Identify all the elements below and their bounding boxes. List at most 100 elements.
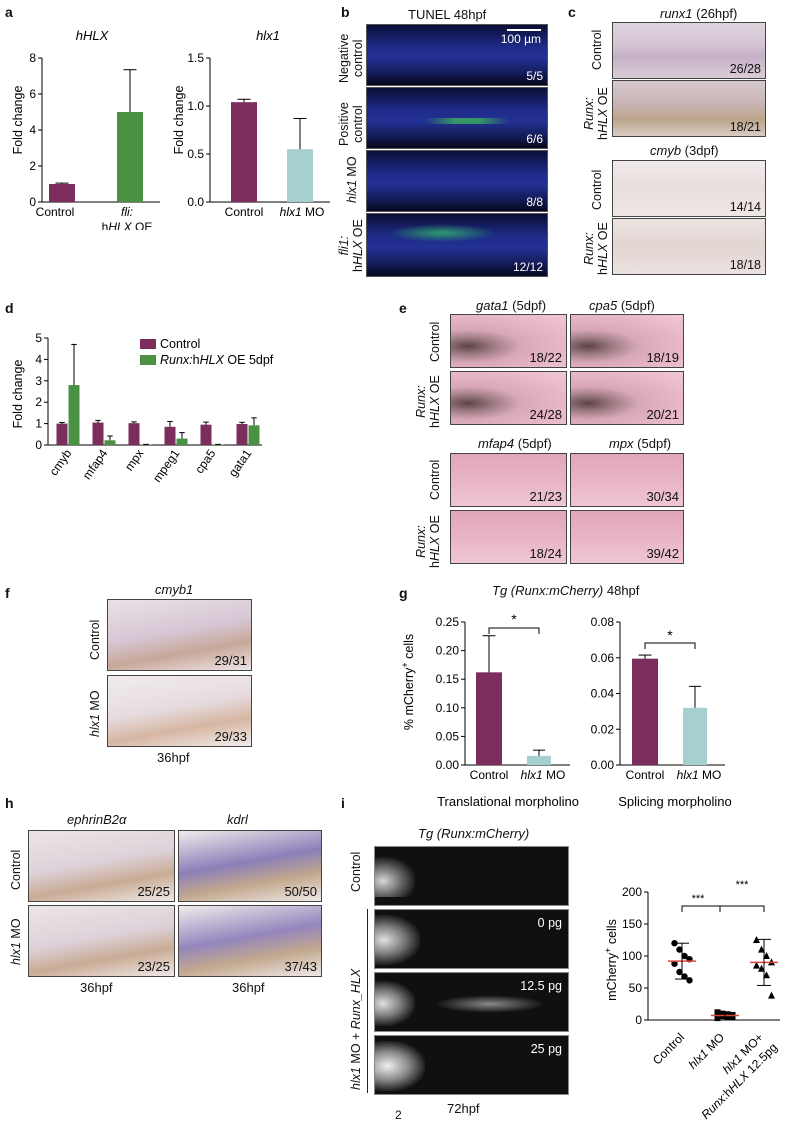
chart-g-left-x1: Control xyxy=(470,768,509,782)
chart-g-caption-left: Translational morpholino xyxy=(437,794,579,809)
panel-h-footer-1: 36hpf xyxy=(80,980,113,995)
chart-g-right-bar xyxy=(683,707,707,765)
panel-h-header-ephrin: ephrinB2α xyxy=(67,812,127,827)
ish-image-mpx-oe: 39/42 xyxy=(570,510,684,564)
chart-d-bar xyxy=(56,423,68,445)
chart-g-right-y-tick-label: 0.00 xyxy=(591,758,615,772)
row-label-hlx1-mo: hlx1 MO xyxy=(345,156,359,203)
chart-i-point xyxy=(758,945,765,953)
count-label: 25/25 xyxy=(137,884,170,899)
chart-i-point xyxy=(676,968,683,976)
row-label-control: Control xyxy=(590,29,604,70)
chart-g-left-x2: hlx1 MO xyxy=(521,768,566,782)
panel-letter-a: a xyxy=(5,4,13,20)
panel-e-header-cpa5: cpa5 (5dpf) xyxy=(589,298,655,313)
chart-g-ylabel: % mCherry+ cells xyxy=(400,634,416,730)
row-label-control: Control xyxy=(88,619,102,660)
chart-i-point xyxy=(714,1015,721,1022)
panel-letter-h: h xyxy=(5,795,14,811)
chart-a-right-title: hlx1 xyxy=(256,28,280,43)
chart-i-point xyxy=(753,936,760,943)
significance-bracket xyxy=(644,642,696,649)
microscopy-image-12-5pg: 12.5 pg xyxy=(374,972,569,1032)
chart-a-left-y-tick-label: 4 xyxy=(29,123,36,137)
row-label-positive: Positive control xyxy=(337,102,365,146)
panel-letter-f: f xyxy=(5,585,10,601)
count-label: 18/18 xyxy=(729,258,761,272)
dose-label: 12.5 pg xyxy=(520,979,562,993)
chart-d-bar xyxy=(104,440,116,445)
row-label-control: Control xyxy=(9,849,23,890)
chart-a-right-y-tick-label: 1.0 xyxy=(187,99,204,113)
count-label: 37/43 xyxy=(284,959,317,974)
chart-g-left-y-tick-label: 0.15 xyxy=(436,672,460,686)
chart-i-point xyxy=(763,971,770,979)
tunel-image-hlx1-mo: 8/8 xyxy=(366,150,548,212)
dose-label: 0 pg xyxy=(537,916,562,930)
panel-letter-e: e xyxy=(399,300,407,316)
chart-a-left-title: hHLX xyxy=(76,28,110,43)
chart-g-left-bar xyxy=(476,672,502,765)
chart-a-left-xlabel-2b: hHLX OE xyxy=(102,220,153,230)
chart-a-right-y-tick-label: 1.5 xyxy=(187,51,204,65)
chart-i-point xyxy=(724,1013,731,1020)
row-label-control: Control xyxy=(590,169,604,210)
chart-i-point xyxy=(676,946,683,953)
chart-g-left-bar xyxy=(527,755,551,765)
chart-d-bar xyxy=(236,424,248,445)
chart-a-left-y-tick-label: 2 xyxy=(29,159,36,173)
row-label-runx-oe: Runx: hHLX OE xyxy=(582,87,610,140)
chart-a-left-bar xyxy=(117,112,143,202)
row-label-runx-oe: Runx: hHLX OE xyxy=(414,515,442,568)
chart-i-xlabel-1: Control xyxy=(650,1030,687,1067)
scale-bar-label: 100 µm xyxy=(500,32,541,46)
chart-i-point xyxy=(729,1014,736,1021)
count-label: 24/28 xyxy=(529,407,562,422)
row-label-hlx1-mo: hlx1 MO xyxy=(9,918,23,965)
count-label: 6/6 xyxy=(526,132,543,146)
ish-image-ephrin-control: 25/25 xyxy=(28,830,175,902)
chart-d-y-tick-label: 2 xyxy=(35,395,42,409)
ish-image-cmyb-oe: 18/18 xyxy=(612,218,766,275)
chart-i-point xyxy=(714,1009,721,1016)
chart-d-bar xyxy=(92,422,104,445)
chart-i-point xyxy=(671,940,678,947)
count-label: 29/31 xyxy=(214,653,247,668)
panel-e-header-gata1: gata1 (5dpf) xyxy=(476,298,547,313)
chart-g-right-x2: hlx1 MO xyxy=(677,768,722,782)
chart-a-right-ylabel: Fold change xyxy=(172,86,186,155)
chart-d-x-tick-label: cpa5 xyxy=(192,446,219,476)
count-label: 29/33 xyxy=(214,729,247,744)
chart-d-svg: Control Runx:hHLX OE 5dpf Fold change 0 1… xyxy=(11,331,274,485)
count-label: 26/28 xyxy=(729,62,761,76)
dose-label: 25 pg xyxy=(530,1042,562,1056)
significance-label: * xyxy=(667,627,673,643)
legend-label-oe: Runx:hHLX OE 5dpf xyxy=(160,353,274,367)
chart-d-x-tick-label: gata1 xyxy=(226,446,255,479)
chart-i-point xyxy=(763,952,770,959)
chart-i-y-tick-label: 150 xyxy=(622,917,642,931)
panel-letter-b: b xyxy=(341,4,350,20)
ish-image-cmyb-control: 14/14 xyxy=(612,160,766,217)
chart-d-x-tick-label: mpeg1 xyxy=(150,446,183,484)
panel-c-header-bottom: cmyb (3dpf) xyxy=(650,143,719,158)
tunel-image-negative: 100 µm 5/5 xyxy=(366,24,548,86)
row-label-control: Control xyxy=(428,321,442,362)
chart-a-right-y-tick-label: 0.5 xyxy=(187,147,204,161)
count-label: 5/5 xyxy=(526,69,543,83)
chart-a-left-xlabel-2a: fli: xyxy=(121,205,133,219)
panel-letter-d: d xyxy=(5,300,14,316)
chart-i-point xyxy=(686,977,693,984)
count-label: 23/25 xyxy=(137,959,170,974)
panel-f-header: cmyb1 xyxy=(155,582,194,597)
chart-a-right-xlabel-1: Control xyxy=(225,205,264,219)
panel-letter-g: g xyxy=(399,585,408,601)
legend-swatch-control xyxy=(140,339,156,349)
chart-a-left-y-tick-label: 0 xyxy=(29,195,36,209)
panel-e-header-mpx: mpx (5dpf) xyxy=(609,436,672,451)
chart-d-ylabel: Fold change xyxy=(11,360,25,429)
microscopy-image-25pg: 25 pg xyxy=(374,1035,569,1095)
legend-swatch-oe xyxy=(140,355,156,365)
chart-a-left-y-tick-label: 8 xyxy=(29,51,36,65)
panel-h-footer-2: 36hpf xyxy=(232,980,265,995)
